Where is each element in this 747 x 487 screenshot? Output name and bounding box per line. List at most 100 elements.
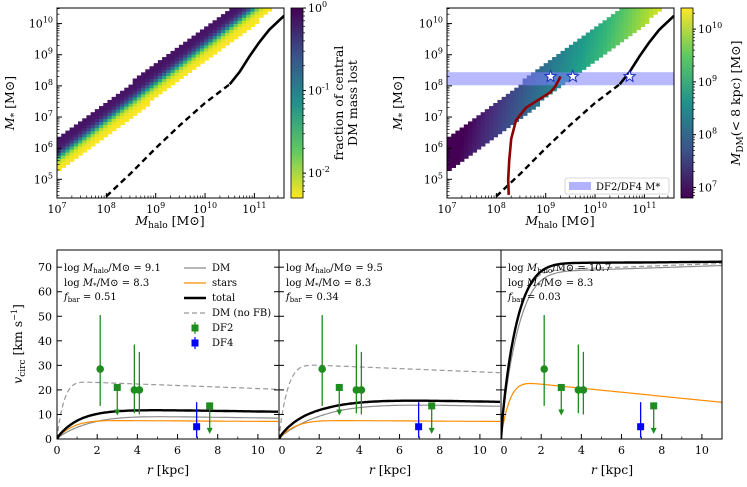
- heatmap-cell: [90, 139, 96, 144]
- heatmap-cell: [463, 155, 469, 159]
- heatmap-cell: [204, 44, 209, 49]
- df2-marker: [113, 383, 121, 391]
- heatmap-cell: [120, 99, 125, 104]
- heatmap-cell: [149, 90, 155, 95]
- heatmap-cell: [451, 139, 456, 144]
- heatmap-cell: [111, 96, 117, 101]
- heatmap-cell: [153, 78, 159, 83]
- heatmap-cell: [73, 136, 79, 141]
- heatmap-cell: [602, 44, 608, 49]
- heatmap-cell: [627, 20, 633, 24]
- heatmap-cell: [145, 96, 151, 101]
- heatmap-cell: [644, 17, 650, 21]
- heatmap-cell: [115, 109, 121, 113]
- heatmap-cell: [573, 47, 578, 52]
- top-left-ylabel: M* [M⊙]: [2, 76, 20, 131]
- heatmap-cell: [111, 112, 117, 116]
- heatmap-cell: [157, 66, 163, 70]
- heatmap-cell: [216, 23, 222, 27]
- heatmap-cell: [258, 14, 264, 18]
- heatmap-cell: [166, 72, 172, 77]
- heatmap-cell: [178, 75, 184, 80]
- heatmap-cell: [69, 130, 75, 135]
- heatmap-cell: [115, 112, 121, 116]
- heatmap-cell: [94, 109, 100, 113]
- heatmap-cell: [103, 127, 109, 132]
- heatmap-cell: [568, 63, 574, 67]
- heatmap-cell: [229, 29, 235, 34]
- top-right-xlabel: Mhalo [M⊙]: [524, 213, 594, 231]
- heatmap-cell: [459, 136, 465, 141]
- heatmap-cell: [111, 115, 117, 119]
- heatmap-cell: [510, 93, 515, 98]
- heatmap-cell: [111, 121, 117, 126]
- heatmap-cell: [258, 11, 264, 15]
- heatmap-cell: [505, 112, 511, 116]
- heatmap-cell: [73, 152, 79, 156]
- df2-marker: [96, 365, 104, 373]
- heatmap-cell: [166, 60, 172, 64]
- heatmap-cell: [174, 47, 180, 52]
- v-tick-label: 60: [38, 286, 52, 299]
- heatmap-cell: [124, 90, 130, 95]
- heatmap-cell: [531, 106, 536, 110]
- heatmap-cell: [174, 66, 180, 70]
- heatmap-cell: [124, 118, 130, 122]
- heatmap-cell: [99, 136, 104, 141]
- heatmap-cell: [480, 127, 486, 132]
- heatmap-cell: [623, 23, 629, 27]
- heatmap-cell: [107, 109, 113, 113]
- heatmap-cell: [459, 127, 465, 132]
- heatmap-cell: [195, 35, 201, 40]
- heatmap-cell: [463, 124, 469, 129]
- heatmap-cell: [602, 26, 608, 31]
- heatmap-cell: [94, 136, 100, 141]
- heatmap-cell: [535, 87, 541, 92]
- heatmap-cell: [484, 133, 490, 138]
- heatmap-cell: [187, 50, 193, 55]
- heatmap-cell: [132, 78, 138, 83]
- heatmap-cell: [610, 17, 616, 21]
- heatmap-cell: [585, 41, 591, 46]
- heatmap-cell: [246, 23, 251, 27]
- smhm-relation-dashed: [495, 83, 621, 198]
- heatmap-cell: [447, 139, 452, 144]
- heatmap-cell: [610, 29, 616, 34]
- heatmap-cell: [191, 41, 197, 46]
- stars-curve: [501, 382, 722, 439]
- heatmap-cell: [589, 38, 595, 43]
- heatmap-cell: [103, 112, 109, 116]
- heatmap-cell: [136, 75, 142, 80]
- heatmap-cell: [65, 142, 71, 147]
- heatmap-cell: [573, 44, 578, 49]
- heatmap-cell: [589, 50, 595, 55]
- heatmap-cell: [82, 148, 88, 153]
- heatmap-cell: [514, 109, 520, 113]
- heatmap-cell: [468, 127, 473, 132]
- heatmap-cell: [229, 35, 235, 40]
- df2-marker: [335, 383, 343, 391]
- heatmap-cell: [606, 29, 612, 34]
- heatmap-cell: [606, 20, 612, 24]
- heatmap-cell: [585, 63, 591, 67]
- heatmap-cell: [585, 35, 591, 40]
- heatmap-cell: [90, 130, 96, 135]
- tr-xtick-label: 107: [437, 201, 456, 216]
- heatmap-cell: [107, 124, 113, 129]
- heatmap-cell: [212, 50, 218, 55]
- heatmap-cell: [535, 103, 541, 107]
- heatmap-cell: [82, 124, 88, 129]
- heatmap-cell: [86, 133, 92, 138]
- heatmap-cell: [568, 60, 574, 64]
- heatmap-cell: [153, 63, 159, 67]
- heatmap-cell: [522, 96, 528, 101]
- heatmap-cell: [141, 75, 146, 80]
- heatmap-cell: [246, 17, 251, 21]
- df4-marker: [415, 423, 423, 431]
- heatmap-cell: [229, 38, 235, 43]
- heatmap-cell: [510, 96, 515, 101]
- heatmap-cell: [170, 66, 176, 70]
- heatmap-cell: [455, 152, 461, 156]
- heatmap-cell: [526, 106, 532, 110]
- bottom-legend: DM stars total DM (no FB) DF2 DF4: [184, 263, 271, 349]
